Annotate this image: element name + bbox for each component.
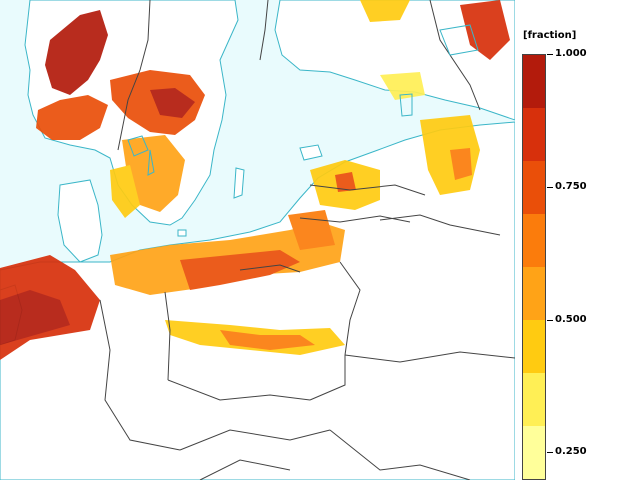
border-belarus-north	[379, 214, 501, 236]
land-bornholm	[177, 229, 187, 237]
border-sweden-finland	[259, 0, 269, 61]
lake-peipus	[399, 93, 413, 117]
lake-vattern	[147, 149, 155, 176]
snow-region-finland-3	[450, 148, 472, 180]
border-finland-russia	[429, 0, 481, 111]
colorbar-bin	[523, 214, 545, 267]
snow-region-baltics-core	[335, 172, 356, 192]
legend-tick	[547, 54, 553, 55]
legend-tick-label: 0.750	[555, 181, 587, 192]
lake-vanern	[127, 135, 149, 157]
legend-tick	[547, 320, 553, 321]
legend-tick	[547, 187, 553, 188]
snow-region-south-sweden-light	[110, 165, 140, 218]
legend-tick	[547, 452, 553, 453]
colorbar-bin	[523, 55, 545, 108]
colorbar-bin	[523, 320, 545, 373]
border-czechia-austria	[179, 429, 331, 451]
snow-region-norway	[45, 10, 108, 95]
political-borders	[99, 0, 515, 480]
border-germany-poland	[164, 291, 171, 381]
snow-region-finland-1	[380, 72, 425, 100]
colorbar-bin	[523, 426, 545, 479]
legend-title: [fraction]	[523, 30, 577, 41]
border-austria-south	[199, 459, 291, 480]
lake-ladoga	[439, 24, 479, 56]
border-kaliningrad	[239, 264, 301, 273]
colorbar-bin	[523, 267, 545, 320]
colorbar-bin	[523, 161, 545, 214]
legend-tick-label: 0.250	[555, 446, 587, 457]
colorbar-bin	[523, 373, 545, 426]
border-poland-czechia	[167, 379, 311, 401]
snow-region-karelia	[460, 0, 510, 60]
land-jutland	[57, 179, 103, 263]
border-norway-sweden	[117, 0, 151, 151]
snow-fraction-field	[0, 0, 510, 360]
snow-region-west-core	[0, 290, 70, 345]
border-balkans	[329, 429, 471, 480]
snow-region-mid-sweden-core	[150, 88, 195, 118]
legend-panel: [fraction] 1.000 0.750 0.500 0.250	[515, 0, 640, 480]
land-finland	[274, 0, 515, 121]
colorbar-bin	[523, 108, 545, 161]
snow-region-sw-norway	[36, 95, 108, 140]
snow-region-south-band-core	[220, 330, 315, 350]
snow-region-north-finland	[360, 0, 410, 22]
border-belarus-south	[344, 351, 515, 363]
legend-tick-label: 1.000	[555, 48, 587, 59]
border-baltic-2	[299, 215, 411, 223]
border-germany-west	[99, 299, 181, 451]
land-saaremaa	[299, 144, 323, 161]
map-canvas	[0, 0, 515, 480]
legend-tick-label: 0.500	[555, 314, 587, 325]
colorbar	[522, 54, 546, 480]
land-masses	[0, 0, 515, 480]
border-belarus-west	[339, 261, 361, 356]
border-poland-ukraine	[309, 355, 346, 401]
land-gotland	[233, 167, 245, 199]
border-baltic-1	[309, 184, 426, 196]
map-view[interactable]	[0, 0, 515, 480]
coast-lakes	[127, 24, 479, 176]
